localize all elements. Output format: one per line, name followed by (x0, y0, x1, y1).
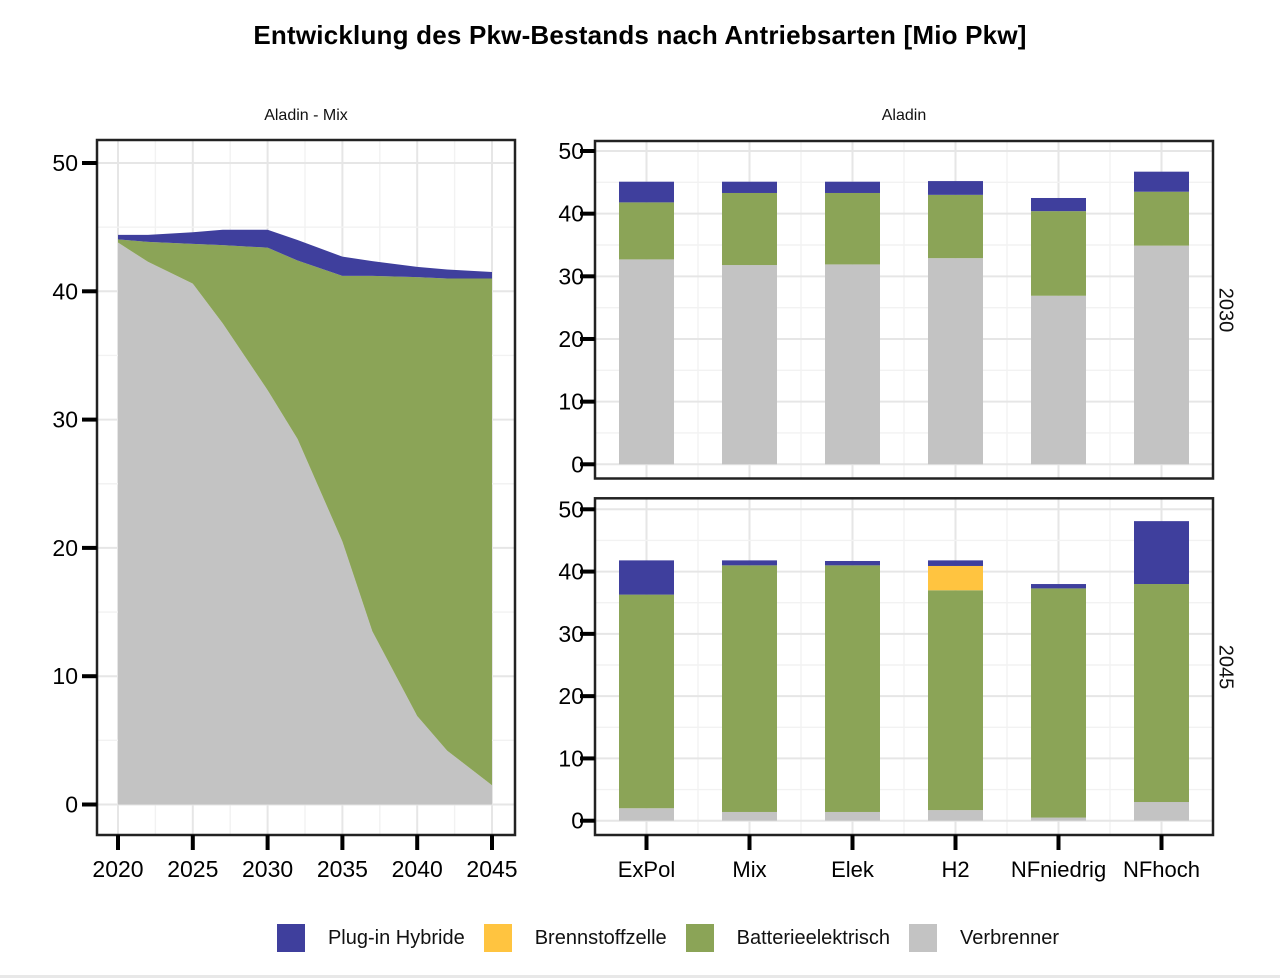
bar-nfhoch-batterieelektrisch (1134, 584, 1189, 803)
panel-border (593, 139, 1215, 480)
y-tick-label: 40 (52, 278, 78, 304)
y-tick-label: 0 (65, 792, 78, 818)
figure-title: Entwicklung des Pkw-Bestands nach Antrie… (253, 20, 1027, 50)
area-series-verbrenner (118, 242, 492, 805)
x-category-label: NFniedrig (1011, 857, 1106, 882)
bar-h2-batterieelektrisch (928, 590, 983, 811)
y-tick-label: 50 (52, 150, 78, 176)
legend-item-plugin-hybride: Plug-in Hybride (276, 924, 465, 952)
plugin-hybride-swatch-icon (276, 924, 305, 952)
panel-border (95, 138, 517, 837)
x-tick-label: 2025 (167, 856, 218, 882)
x-category-label: Elek (831, 857, 875, 882)
legend-item-verbrenner: Verbrenner (909, 924, 1059, 952)
bar-nfniedrig-batterieelektrisch (1031, 588, 1086, 818)
bar-h2-brennstoffzelle (928, 565, 983, 591)
bar-mix-verbrenner (722, 265, 777, 465)
bar-elek-plug-in-hybride (825, 181, 880, 193)
panel-title-area: Aladin - Mix (264, 107, 348, 124)
bar-nfhoch-plug-in-hybride (1134, 521, 1189, 585)
y-tick-label: 20 (558, 326, 584, 352)
bar-nfniedrig-verbrenner (1031, 295, 1086, 465)
x-tick-label: 2020 (92, 856, 143, 882)
facet-label-2030: 2030 (1214, 287, 1237, 333)
bar-nfniedrig-plug-in-hybride (1031, 584, 1086, 589)
y-tick-label: 50 (558, 496, 584, 522)
bar-expol-batterieelektrisch (619, 202, 674, 260)
area-series-plug-in-hybride (118, 229, 492, 279)
y-tick-label: 10 (52, 663, 78, 689)
bar-h2-verbrenner (928, 810, 983, 821)
bar-h2-verbrenner (928, 258, 983, 465)
x-tick-label: 2035 (317, 856, 368, 882)
legend-label: Batterieelektrisch (736, 926, 891, 949)
bar-expol-verbrenner (619, 259, 674, 465)
y-tick-label: 30 (558, 621, 584, 647)
bar-elek-verbrenner (825, 811, 880, 821)
bar-mix-plug-in-hybride (722, 181, 777, 193)
y-tick-label: 10 (558, 389, 584, 415)
y-tick-label: 0 (571, 808, 584, 834)
bar-elek-plug-in-hybride (825, 560, 880, 566)
bar-nfhoch-verbrenner (1134, 802, 1189, 821)
bar-charts: 0 10 20 30 40 50 0 10 20 30 40 50 ExPol Mix Elek H2 NFni… (558, 138, 1215, 882)
bar-elek-batterieelektrisch (825, 565, 880, 812)
legend-label: Brennstoffzelle (534, 926, 667, 949)
y-tick-label: 30 (52, 407, 78, 433)
bar-mix-verbrenner (722, 811, 777, 821)
y-tick-label: 50 (558, 138, 584, 164)
facet-label-2045: 2045 (1214, 644, 1237, 690)
y-tick-label: 40 (558, 559, 584, 585)
area-series-batterieelektrisch (118, 239, 492, 786)
x-category-label: ExPol (618, 857, 675, 882)
bar-elek-verbrenner (825, 264, 880, 465)
bar-expol-plug-in-hybride (619, 181, 674, 203)
bar-h2-batterieelektrisch (928, 194, 983, 259)
batterieelektrisch-swatch-icon (685, 924, 714, 952)
bar-expol-plug-in-hybride (619, 560, 674, 595)
bar-nfhoch-plug-in-hybride (1134, 171, 1189, 192)
y-tick-label: 30 (558, 263, 584, 289)
brennstoffzelle-swatch-icon (483, 924, 512, 952)
legend: Plug-in Hybride Brennstoffzelle Batterie… (28, 924, 1280, 952)
legend-item-brennstoffzelle: Brennstoffzelle (483, 924, 667, 952)
legend-label: Plug-in Hybride (327, 926, 465, 949)
bar-nfniedrig-plug-in-hybride (1031, 197, 1086, 212)
x-category-label: Mix (732, 857, 766, 882)
x-tick-label: 2040 (392, 856, 443, 882)
x-category-label: H2 (941, 857, 969, 882)
bar-h2-plug-in-hybride (928, 560, 983, 566)
x-tick-label: 2030 (242, 856, 293, 882)
x-tick-label: 2045 (466, 856, 517, 882)
legend-label: Verbrenner (960, 926, 1060, 949)
bottom-separator (0, 975, 1280, 978)
panel-border (593, 497, 1215, 837)
bar-expol-batterieelektrisch (619, 594, 674, 809)
bar-mix-batterieelektrisch (722, 565, 777, 812)
bar-nfhoch-verbrenner (1134, 245, 1189, 465)
y-tick-label: 20 (52, 535, 78, 561)
bar-nfniedrig-verbrenner (1031, 817, 1086, 821)
bar-mix-batterieelektrisch (722, 192, 777, 266)
bar-nfniedrig-batterieelektrisch (1031, 211, 1086, 296)
bar-h2-plug-in-hybride (928, 181, 983, 195)
y-tick-label: 40 (558, 201, 584, 227)
y-tick-label: 0 (571, 451, 584, 477)
bar-mix-plug-in-hybride (722, 560, 777, 566)
bar-elek-batterieelektrisch (825, 192, 880, 265)
y-tick-label: 20 (558, 683, 584, 709)
x-category-label: NFhoch (1123, 857, 1200, 882)
panel-title-bars: Aladin (881, 107, 927, 124)
bar-expol-verbrenner (619, 808, 674, 821)
legend-item-batterieelektrisch: Batterieelektrisch (685, 924, 891, 952)
bar-nfhoch-batterieelektrisch (1134, 191, 1189, 246)
verbrenner-swatch-icon (909, 924, 938, 952)
y-tick-label: 10 (558, 745, 584, 771)
